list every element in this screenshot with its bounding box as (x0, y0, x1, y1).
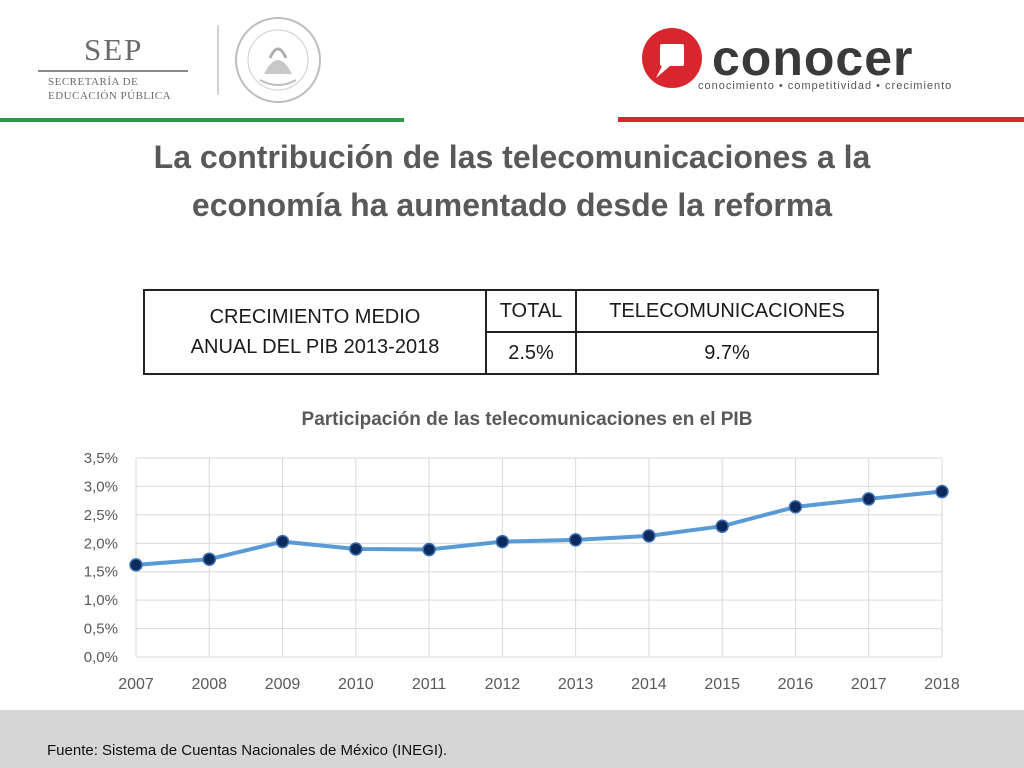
data-point (861, 492, 876, 506)
data-point (788, 500, 803, 514)
x-tick-label: 2014 (631, 676, 667, 693)
data-point (642, 529, 656, 543)
conocer-logo-icon (642, 28, 702, 88)
y-tick-label: 2,5% (84, 507, 118, 524)
x-tick-label: 2011 (412, 676, 447, 693)
y-tick-label: 0,0% (84, 649, 118, 666)
y-tick-label: 1,0% (84, 592, 118, 609)
y-tick-label: 1,5% (84, 564, 118, 581)
sep-logo-rule (38, 70, 188, 72)
x-axis-ticks: 2007 2008 2009 2010 2011 2012 2013 2014 2015 2016… (118, 676, 960, 693)
x-tick-label: 2018 (924, 676, 960, 693)
data-point (495, 534, 510, 549)
growth-table: CRECIMIENTO MEDIO ANUAL DEL PIB 2013-201… (143, 289, 879, 375)
header-telecom: TELECOMUNICACIONES (575, 289, 879, 333)
x-tick-label: 2009 (265, 676, 301, 693)
x-tick-label: 2012 (485, 676, 521, 693)
slide-title-line2: economía ha aumentado desde la reforma (191, 187, 833, 223)
y-axis-ticks: 0,0% 0,5% 1,0% 1,5% 2,0% 2,5% 3,0% 3,5% (84, 450, 118, 666)
x-tick-label: 2017 (851, 676, 887, 693)
data-point (568, 533, 583, 547)
conocer-tagline: conocimiento • competitividad • crecimie… (698, 80, 953, 92)
header-total: TOTAL (485, 289, 577, 333)
value-total: 2.5% (485, 331, 577, 375)
x-tick-label: 2016 (778, 676, 814, 693)
data-point (349, 542, 363, 556)
green-accent-bar (0, 118, 404, 122)
line-chart: 0,0%0,5%1,0%1,5%2,0%2,5%3,0%3,5% 2007 200… (84, 450, 960, 693)
series-polyline (134, 489, 944, 567)
x-tick-label: 2007 (118, 676, 154, 693)
chart-title: Participación de las telecomunicaciones … (301, 409, 753, 430)
slide-title: La contribución de las telecomunicacione… (60, 133, 964, 229)
data-point (129, 558, 143, 572)
conocer-logo-word: conocer (712, 30, 914, 86)
sep-name-line1: SECRETARÍA DE (48, 76, 139, 88)
slide-title-line1: La contribución de las telecomunicacione… (153, 139, 871, 175)
row-label-line2: ANUAL DEL PIB 2013-2018 (190, 336, 440, 358)
y-tick-label: 2,0% (84, 535, 118, 552)
x-tick-label: 2010 (338, 676, 374, 693)
data-point (715, 519, 729, 533)
red-accent-bar (618, 117, 1024, 122)
value-telecom: 9.7% (575, 331, 879, 375)
y-tick-label: 3,0% (84, 478, 118, 495)
sep-name-line2: EDUCACIÓN PÚBLICA (48, 90, 172, 102)
sep-logo-word: SEP (84, 32, 144, 67)
x-tick-label: 2015 (704, 676, 740, 693)
mexico-seal-icon (235, 17, 321, 103)
series-points (129, 484, 949, 572)
grid-lines (135, 457, 943, 658)
x-tick-label: 2013 (558, 676, 594, 693)
row-label-line1: CRECIMIENTO MEDIO (209, 306, 421, 328)
table-row-label: CRECIMIENTO MEDIO ANUAL DEL PIB 2013-201… (143, 289, 487, 375)
series-line (134, 489, 944, 567)
y-tick-label: 0,5% (84, 621, 118, 638)
data-point (275, 534, 290, 549)
data-point (422, 542, 436, 557)
source-note: Fuente: Sistema de Cuentas Nacionales de… (47, 742, 448, 759)
y-tick-label: 3,5% (84, 450, 118, 467)
data-point (935, 484, 949, 499)
footer-band (0, 710, 1024, 768)
logo-divider (217, 25, 219, 95)
data-point (202, 552, 217, 566)
x-tick-label: 2008 (191, 676, 227, 693)
